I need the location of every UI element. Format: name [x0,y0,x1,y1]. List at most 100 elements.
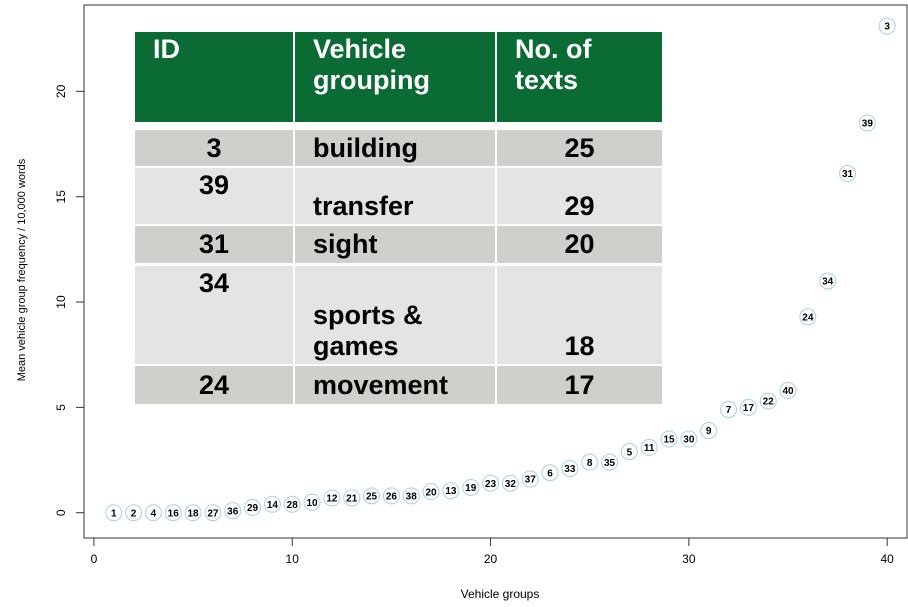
point [799,308,817,326]
point [601,453,619,471]
point [422,483,440,501]
table-cell: building [295,130,495,166]
point [244,498,262,516]
point-label: 12 [326,494,338,505]
point-label: 10 [306,498,318,509]
point-label: 17 [743,403,755,414]
point-label: 5 [627,447,633,458]
point-label: 37 [525,475,537,486]
point [105,504,123,522]
point [561,459,579,477]
point-label: 19 [465,483,477,494]
point [620,443,638,461]
point-label: 7 [726,405,732,416]
table-cell: sight [295,226,495,263]
point-label: 9 [706,426,712,437]
point-label: 2 [131,508,137,519]
point [680,430,698,448]
table-cell: ID [135,32,293,122]
point [442,482,460,500]
table-cell: 18 [497,266,662,364]
point-label: 13 [445,486,457,497]
point-label: 22 [763,397,775,408]
x-tick-label: 0 [91,552,98,566]
point-label: 14 [267,500,279,511]
point [521,470,539,488]
point [739,398,757,416]
point-label: 11 [644,443,655,454]
table-cell: 29 [497,168,662,224]
table-cell: 39 [135,168,293,224]
point-label: 30 [683,435,695,446]
table-cell: sports & games [295,266,495,364]
point-label: 29 [247,503,259,514]
point [184,504,202,522]
point-label: 3 [884,22,890,33]
x-tick-label: 30 [682,552,696,566]
point-label: 6 [547,468,553,479]
point [303,493,321,511]
y-tick-label: 15 [54,190,68,204]
point-label: 35 [604,458,616,469]
x-tick-label: 10 [286,552,300,566]
point [125,504,143,522]
point [283,495,301,513]
point [759,392,777,410]
table-cell: transfer [295,168,495,224]
point-label: 33 [564,464,576,475]
point [224,502,242,520]
table-cell: movement [295,366,495,404]
point-label: 21 [346,494,358,505]
x-tick-label: 20 [484,552,498,566]
point [323,489,341,507]
y-axis-label: Mean vehicle group frequency / 10,000 wo… [16,158,28,381]
point-label: 4 [151,508,157,519]
point-label: 1 [111,508,117,519]
point [462,478,480,496]
point-label: 23 [485,479,497,490]
point [839,165,857,183]
point-label: 40 [782,386,794,397]
point [382,487,400,505]
point [541,464,559,482]
plot-frame [83,4,908,539]
point [819,272,837,290]
y-tick-label: 0 [54,509,68,516]
table-cell: 25 [497,130,662,166]
point [144,504,162,522]
table-cell: Vehicle grouping [295,32,495,122]
point-label: 38 [406,492,418,503]
point [482,474,500,492]
point [402,487,420,505]
table-cell: 34 [135,266,293,364]
point-label: 26 [386,492,398,503]
point [878,17,896,35]
x-tick-label: 40 [880,552,894,566]
point-label: 18 [188,508,200,519]
point-label: 34 [822,277,834,288]
point-label: 36 [227,506,239,517]
point [858,114,876,132]
point [779,382,797,400]
point [720,400,738,418]
point-label: 8 [587,458,593,469]
point-label: 20 [425,487,437,498]
table-cell: No. of texts [497,32,662,122]
point-label: 25 [366,492,378,503]
point [263,495,281,513]
point-label: 31 [842,169,854,180]
table-cell: 17 [497,366,662,404]
point [204,504,222,522]
point [363,487,381,505]
point [343,489,361,507]
table-cell: 24 [135,366,293,404]
point-label: 24 [802,312,814,323]
point-label: 27 [207,508,219,519]
point [660,430,678,448]
table-cell: 3 [135,130,293,166]
point-label: 39 [862,119,874,130]
point-label: 15 [663,435,675,446]
y-tick-label: 5 [54,404,68,411]
